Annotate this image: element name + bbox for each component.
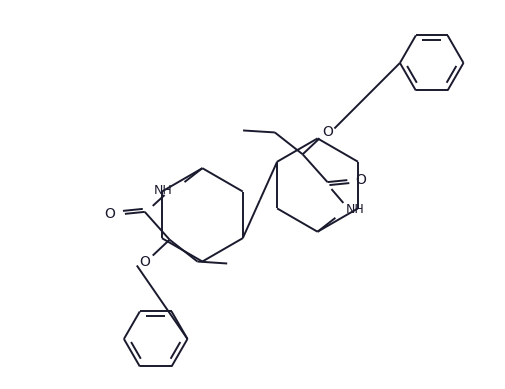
Text: NH: NH [154,184,172,196]
Text: O: O [139,254,150,268]
Text: O: O [104,207,115,221]
Text: O: O [321,125,332,139]
Text: O: O [355,173,366,187]
Text: NH: NH [344,203,364,216]
